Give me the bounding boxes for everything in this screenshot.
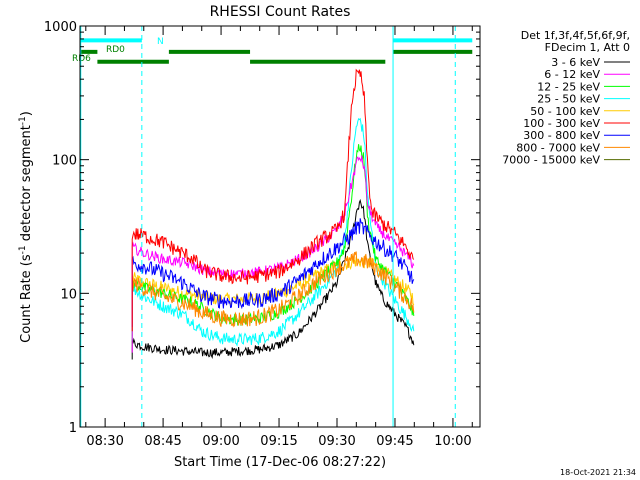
x-tick-label: 10:00 xyxy=(434,434,471,449)
legend-entry-label: 7000 - 15000 keV xyxy=(502,154,600,167)
legend: Det 1f,3f,4f,5f,6f,9f, FDecim 1, Att 0 3… xyxy=(502,29,630,167)
x-tick-label: 09:15 xyxy=(260,434,297,449)
legend-entry-label: 800 - 7000 keV xyxy=(516,141,600,154)
x-tick-label: 08:30 xyxy=(86,434,123,449)
x-tick-label: 09:00 xyxy=(202,434,239,449)
attenuator-layer: N RD0 RD6 xyxy=(72,37,473,64)
y-tick-label: 1000 xyxy=(44,20,77,35)
legend-header-line2: FDecim 1, Att 0 xyxy=(545,41,630,54)
series-line-7 xyxy=(131,251,415,328)
legend-entry-label: 50 - 100 keV xyxy=(530,105,600,118)
series-line-5 xyxy=(131,68,415,332)
legend-entry-label: 100 - 300 keV xyxy=(523,117,600,130)
legend-entry-label: 3 - 6 keV xyxy=(551,56,600,69)
x-tick-label: 09:30 xyxy=(318,434,355,449)
legend-entry-label: 300 - 800 keV xyxy=(523,129,600,142)
series-line-1 xyxy=(131,155,415,353)
x-tick-label: 09:45 xyxy=(376,434,413,449)
y-tick-label: 1 xyxy=(69,421,77,436)
series-line-6 xyxy=(131,218,415,327)
series-line-3 xyxy=(131,117,415,347)
legend-entry-label: 25 - 50 keV xyxy=(537,93,600,106)
series-layer xyxy=(131,68,415,360)
y-tick-label: 10 xyxy=(60,287,77,302)
x-axis: 08:30 08:45 09:00 09:15 09:30 09:45 10:00 xyxy=(85,26,473,449)
x-tick-label: 08:45 xyxy=(144,434,181,449)
plot-frame xyxy=(79,25,481,428)
state-bar-label: N xyxy=(157,37,164,47)
y-axis: 1 10 100 1000 xyxy=(44,20,480,436)
series-line-0 xyxy=(131,198,415,360)
legend-entry-label: 12 - 25 keV xyxy=(537,80,600,93)
y-axis-label: Count Rate (s-1 detector segment-1) xyxy=(18,111,34,343)
state-bar-label: RD6 xyxy=(72,54,91,64)
vline-layer xyxy=(80,26,456,427)
x-axis-label: Start Time (17-Dec-06 08:27:22) xyxy=(174,455,386,470)
legend-header-line1: Det 1f,3f,4f,5f,6f,9f, xyxy=(521,29,630,42)
footer-timestamp: 18-Oct-2021 21:34 xyxy=(560,468,636,477)
chart-title: RHESSI Count Rates xyxy=(210,4,351,20)
legend-entry-label: 6 - 12 keV xyxy=(544,68,600,81)
state-bar-label: RD0 xyxy=(106,45,125,55)
y-tick-label: 100 xyxy=(52,154,77,169)
